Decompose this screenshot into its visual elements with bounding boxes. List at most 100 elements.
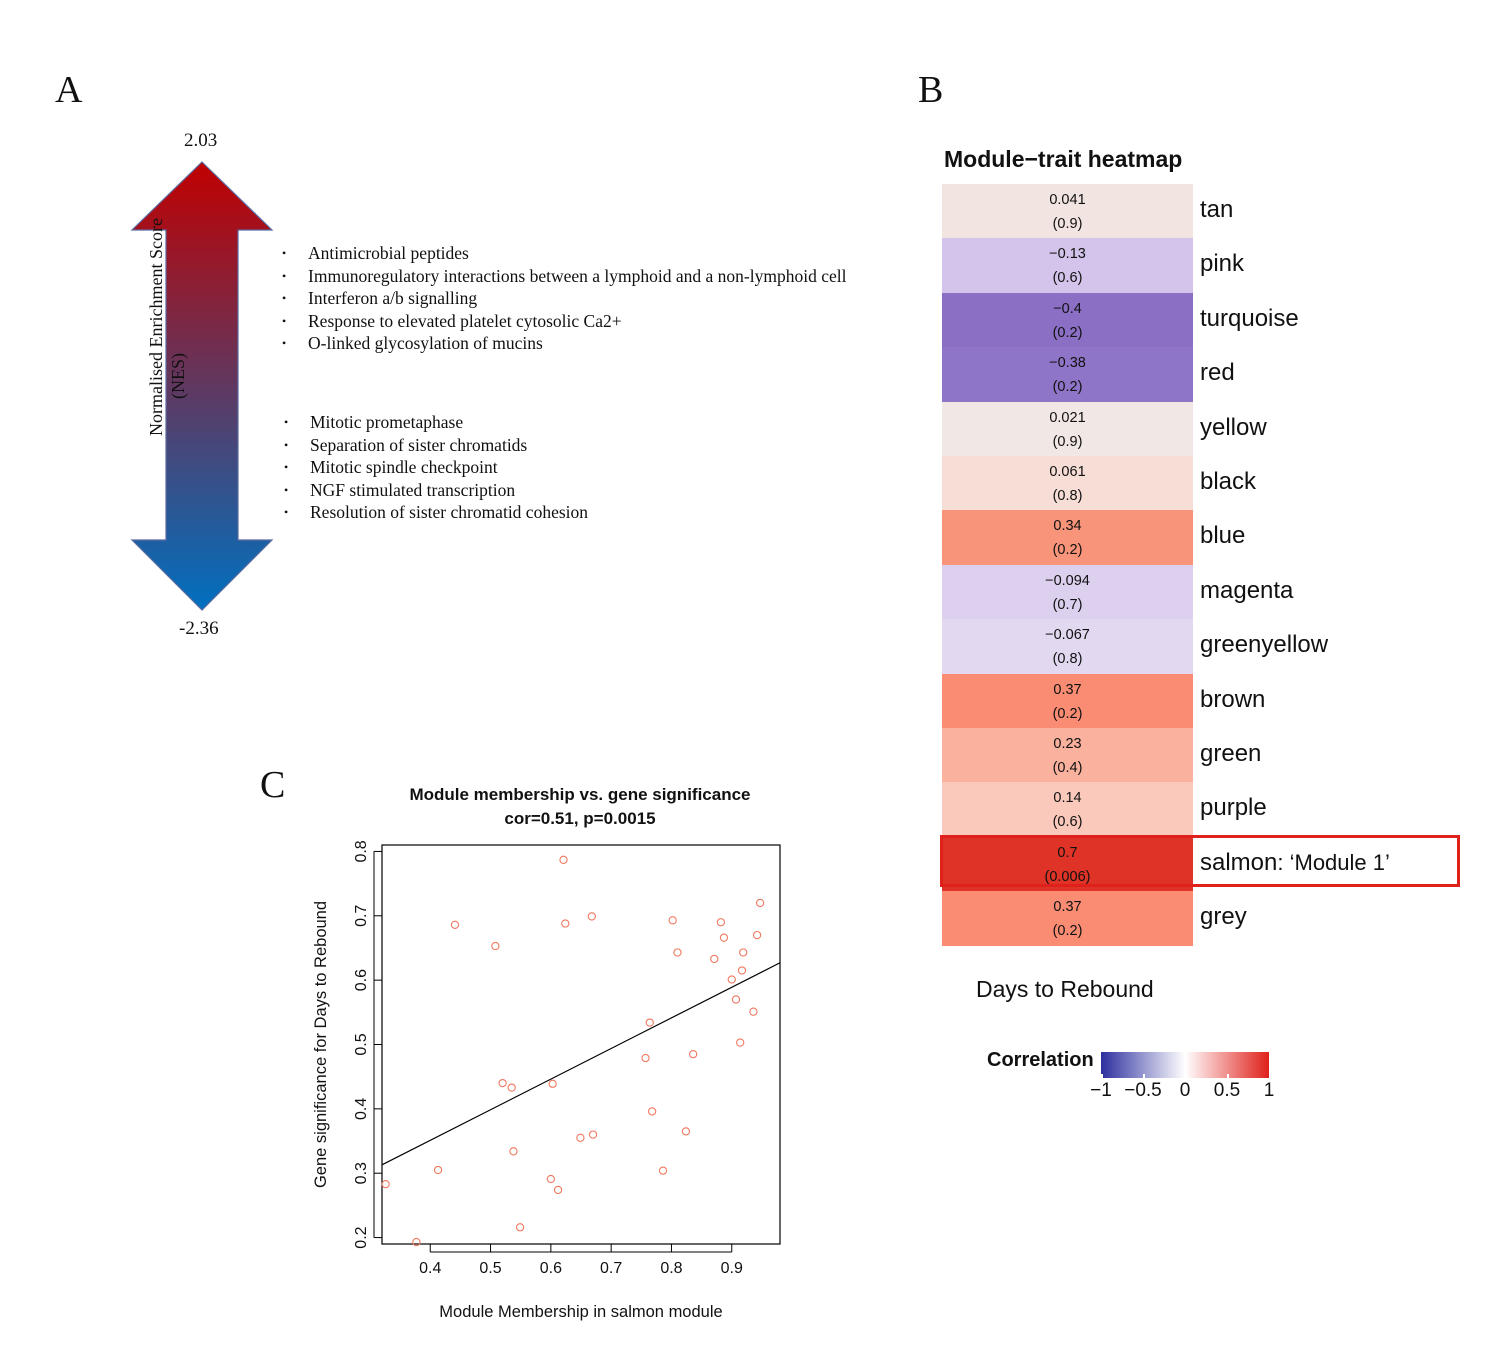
scatter-point [588,1130,598,1139]
heatmap-cell: −0.4 (0.2) [942,292,1193,348]
down-pathway-item: Separation of sister chromatids [284,434,588,457]
nes-arrow [130,161,274,611]
scatter-title: Module membership vs. gene significance [409,785,751,804]
scatter-point [381,1179,390,1189]
module-label: pink [1200,250,1244,278]
nes-min-value: -2.36 [179,618,219,639]
scatter-point [739,948,748,957]
scatter-point [731,995,741,1004]
nes-max-value: 2.03 [184,130,218,151]
scatter-point [433,1165,443,1175]
heatmap-cell: −0.067 (0.8) [942,619,1193,674]
module-1-annotation: : ‘Module 1’ [1277,849,1390,875]
module-label: magenta [1200,577,1293,605]
down-pathway-item: NGF stimulated transcription [284,479,588,502]
cell-p-value: (0.9) [1052,216,1083,232]
colorbar-tick-label: 1 [1263,1080,1275,1101]
panel-label-b: B [918,69,944,111]
module-label: grey [1200,903,1247,931]
down-pathway-item: Mitotic prometaphase [284,411,588,434]
nes-axis-label: Normalised Enrichment Score (NES) [145,218,189,436]
cell-p-value: (0.006) [1044,868,1091,885]
heatmap-cell: −0.13 (0.6) [942,238,1193,293]
nes-axis-label-line1: Normalised Enrichment Score [146,218,166,436]
y-tick-label: 0.2 [353,1226,370,1248]
module-name: salmon [1200,848,1278,876]
y-tick-label: 0.7 [353,905,370,927]
scatter-point [553,1185,563,1195]
scatter-point [749,1007,758,1016]
cell-correlation: 0.14 [1053,790,1082,807]
module-name: grey [1200,903,1247,931]
colorbar-tick-mark [1227,1074,1229,1079]
scatter-point [561,919,570,928]
cell-correlation: −0.4 [1053,300,1082,317]
regression-line [381,962,781,1166]
heatmap-cell: 0.7 (0.006) [942,836,1193,892]
scatter-point [587,912,597,921]
scatter-point [641,1053,650,1063]
up-pathway-item: Response to elevated platelet cytosolic … [282,310,846,333]
module-name: blue [1200,522,1246,550]
heatmap-cell: 0.041 (0.9) [942,184,1193,239]
module-name: purple [1200,794,1267,822]
scatter-point [648,1107,657,1116]
scatter-plot: 0.4 0.5 0.6 0.7 0.8 0.9 0.2 0.3 0.4 0.5 0.6 0.7 0.8 M… [312,840,781,1321]
heatmap-cell: −0.38 (0.2) [942,347,1193,402]
scatter-point [727,975,736,984]
scatter-point [668,916,677,925]
y-tick-label: 0.3 [353,1162,370,1184]
cell-p-value: (0.8) [1052,651,1083,668]
scatter-point [450,920,460,929]
scatter-point [673,948,682,957]
heatmap-cell: 0.23 (0.4) [942,728,1193,783]
module-label: tan [1200,196,1233,224]
heatmap-cell: 0.061 (0.8) [942,456,1193,511]
x-tick-label: 0.9 [721,1260,743,1277]
cell-correlation: 0.041 [1049,192,1086,208]
cell-p-value: (0.4) [1052,760,1083,776]
module-name: red [1200,359,1235,387]
module-name: magenta [1200,576,1294,604]
module-label: blue [1200,522,1245,550]
module-label: green [1200,740,1261,768]
panel-label-c: C [260,764,286,806]
nes-axis-label-line2: (NES) [168,353,188,399]
module-label: salmon: ‘Module 1’ [1200,849,1390,877]
module-label: greenyellow [1200,631,1328,659]
cell-correlation: 0.37 [1053,681,1082,698]
up-pathway-list: Antimicrobial peptides Immunoregulatory … [282,242,846,355]
scatter-point [546,1174,555,1184]
scatter-point [498,1078,507,1088]
heatmap-cell: 0.021 (0.9) [942,401,1193,456]
scatter-point [412,1237,421,1247]
heatmap-cell: 0.14 (0.6) [942,782,1193,837]
heatmap-title: Module−trait heatmap [944,146,1183,172]
x-tick-label: 0.7 [600,1260,622,1277]
scatter-subtitle: cor=0.51, p=0.0015 [504,809,656,828]
cell-p-value: (0.2) [1052,542,1083,559]
heatmap-cell: 0.37 (0.2) [942,673,1193,728]
cell-p-value: (0.2) [1052,324,1083,341]
up-pathway-item: Immunoregulatory interactions between a … [282,265,846,288]
colorbar-tick-label: −0.5 [1124,1080,1162,1101]
scatter-point [755,898,765,908]
down-pathway-list: Mitotic prometaphase Separation of siste… [284,411,588,524]
colorbar-tick-mark [1185,1074,1187,1079]
cell-correlation: −0.13 [1049,246,1086,263]
down-pathway-item: Resolution of sister chromatid cohesion [284,501,588,524]
cell-p-value: (0.8) [1052,488,1083,504]
colorbar-tick-mark [1143,1074,1145,1079]
scatter-point [507,1083,516,1092]
y-tick-label: 0.4 [353,1098,370,1120]
cell-p-value: (0.2) [1052,379,1083,396]
module-trait-heatmap: 0.041 (0.9) tan −0.13 (0.6) pink −0.4 (0.2) turq… [940,184,1482,946]
heatmap-cell: −0.094 (0.7) [942,564,1193,620]
heatmap-cell: 0.37 (0.2) [942,891,1193,946]
legend-title: Correlation [987,1049,1094,1071]
up-pathway-item: O-linked glycosylation of mucins [282,332,846,355]
panel-label-a: A [55,69,83,111]
scatter-point [737,966,747,975]
scatter-point [736,1038,745,1047]
module-label: yellow [1200,414,1267,442]
